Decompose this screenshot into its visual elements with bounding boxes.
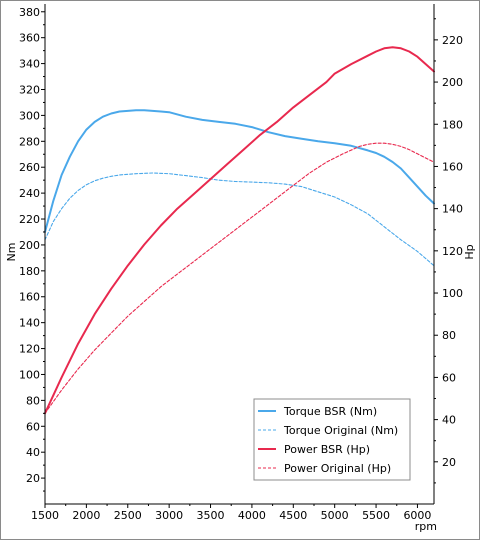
x-tick-label: 4000 (238, 509, 266, 522)
x-tick-label: 5500 (362, 509, 390, 522)
series-layer (44, 46, 435, 415)
y-left-tick-label: 340 (19, 58, 40, 71)
x-tick-label: 2500 (114, 509, 142, 522)
y-left-tick-label: 140 (19, 317, 40, 330)
y-left-tick-label: 240 (19, 187, 40, 200)
legend: Torque BSR (Nm) Torque Original (Nm) Power… (253, 398, 411, 481)
y-left-tick-label: 180 (19, 265, 40, 278)
y-left-tick-label: 60 (26, 420, 40, 433)
y-right-tick-label: 100 (442, 287, 463, 300)
x-tick-label: 6000 (403, 509, 431, 522)
y-left-tick-label: 40 (26, 446, 40, 459)
x-tick-label: 3000 (155, 509, 183, 522)
x-tick-label: 3500 (197, 509, 225, 522)
y-left-tick-label: 220 (19, 213, 40, 226)
y-left-tick-label: 80 (26, 394, 40, 407)
y-left-tick-label: 200 (19, 239, 40, 252)
y-left-tick-label: 320 (19, 83, 40, 96)
y-right-tick-label: 220 (442, 34, 463, 47)
series-line-3 (44, 142, 435, 414)
y-left-tick-label: 280 (19, 135, 40, 148)
legend-label-2: Power BSR (Hp) (284, 443, 370, 456)
y-left-tick-label: 300 (19, 109, 40, 122)
y-left-tick-label: 100 (19, 368, 40, 381)
legend-label-3: Power Original (Hp) (284, 462, 391, 475)
y-right-tick-label: 120 (442, 245, 463, 258)
labels-layer: 20 40 60 80 100 120 140 160 180 200 220 240 260 280 30… (5, 6, 476, 533)
y-right-tick-label: 180 (442, 118, 463, 131)
y-left-tick-label: 360 (19, 32, 40, 45)
y-right-tick-label: 80 (442, 329, 456, 342)
y-right-axis-label: Hp (463, 244, 476, 259)
y-left-tick-label: 160 (19, 291, 40, 304)
y-right-tick-label: 60 (442, 371, 456, 384)
y-left-tick-label: 20 (26, 472, 40, 485)
x-tick-label: 1500 (31, 509, 59, 522)
legend-label-1: Torque Original (Nm) (283, 424, 398, 437)
legend-box (253, 398, 411, 481)
x-tick-label: 4500 (279, 509, 307, 522)
x-axis-label: rpm (415, 520, 437, 533)
y-left-axis-label: Nm (5, 243, 18, 262)
series-line-0 (44, 109, 435, 233)
y-left-tick-label: 260 (19, 161, 40, 174)
y-left-tick-label: 380 (19, 6, 40, 19)
y-right-tick-label: 20 (442, 456, 456, 469)
y-left-tick-label: 120 (19, 343, 40, 356)
x-tick-label: 5000 (321, 509, 349, 522)
y-right-tick-label: 40 (442, 414, 456, 427)
y-right-tick-label: 200 (442, 76, 463, 89)
series-line-2 (44, 46, 435, 415)
legend-label-0: Torque BSR (Nm) (283, 405, 377, 418)
series-line-1 (44, 172, 435, 267)
y-right-tick-label: 140 (442, 203, 463, 216)
axes-layer (41, 4, 438, 508)
x-tick-label: 2000 (72, 509, 100, 522)
y-right-tick-label: 160 (442, 160, 463, 173)
